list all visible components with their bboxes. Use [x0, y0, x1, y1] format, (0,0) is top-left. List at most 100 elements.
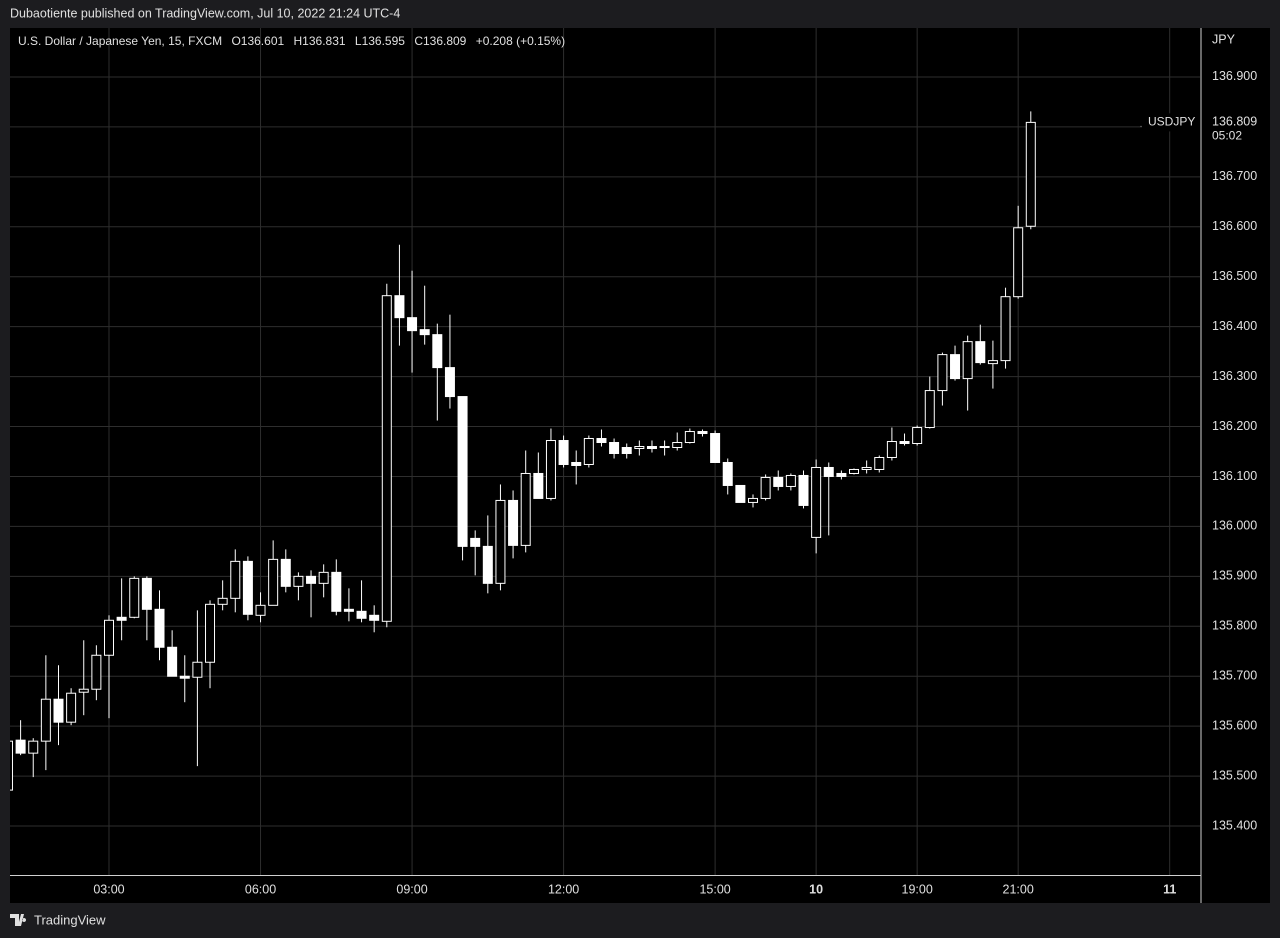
candle-body-up — [520, 472, 531, 546]
candle-body-up — [785, 474, 796, 487]
currency-label: JPY — [1212, 32, 1236, 46]
y-tick-label: 136.500 — [1212, 269, 1257, 283]
candle-body-down — [697, 431, 708, 435]
legend-open: O136.601 — [231, 34, 284, 48]
candle-body-up — [495, 499, 506, 584]
candle-body-down — [558, 440, 569, 465]
candle-body-up — [255, 604, 266, 616]
candle-body-up — [760, 476, 771, 499]
candle-body-up — [230, 560, 241, 599]
candle-body-down — [722, 461, 733, 486]
last-price-label: 136.809 — [1212, 115, 1257, 129]
candle-body-up — [583, 438, 594, 465]
candle-body-down — [394, 295, 405, 319]
candle-body-up — [192, 661, 203, 678]
candle-body-down — [470, 537, 481, 547]
candle-body-down — [419, 329, 430, 336]
labels: 135.400 135.500 135.600 135.700 135.800 135.9… — [93, 69, 1269, 896]
y-tick-label: 136.900 — [1212, 69, 1257, 83]
candle-body-up — [318, 571, 329, 584]
candle-body-down — [280, 558, 291, 587]
candles — [10, 111, 1036, 791]
y-tick-label: 135.800 — [1212, 619, 1257, 633]
last-price-tag — [1142, 113, 1200, 132]
candle-body-up — [381, 295, 392, 622]
candle-body-down — [242, 560, 253, 615]
legend-close: C136.809 — [414, 34, 466, 48]
candle-body-up — [129, 577, 140, 618]
candle-body-up — [912, 427, 923, 445]
candle-body-up — [849, 468, 860, 474]
candle-body-down — [823, 466, 834, 477]
candle-body-down — [306, 575, 317, 584]
candle-body-up — [66, 692, 77, 723]
y-tick-label: 135.700 — [1212, 669, 1257, 683]
candle-body-up — [217, 597, 228, 605]
candle-body-up — [937, 354, 948, 392]
x-tick-label: 19:00 — [902, 882, 933, 896]
legend-low: L136.595 — [355, 34, 405, 48]
candle-body-up — [28, 740, 39, 754]
y-tick-label: 136.100 — [1212, 469, 1257, 483]
candle-body-down — [533, 472, 544, 499]
tradingview-logo: TradingView — [10, 912, 106, 927]
candle-body-down — [167, 646, 178, 677]
candle-body-up — [40, 698, 51, 742]
candle-body-down — [407, 317, 418, 332]
candle-body-up — [962, 341, 973, 380]
candle-body-up — [1025, 121, 1036, 227]
x-tick-label: 09:00 — [396, 882, 427, 896]
legend-change: +0.208 (+0.15%) — [476, 34, 565, 48]
candle-body-up — [293, 575, 304, 587]
y-tick-label: 135.500 — [1212, 768, 1257, 782]
x-tick-label: 10 — [809, 882, 823, 896]
candle-body-down — [369, 614, 380, 621]
candle-body-down — [154, 608, 165, 648]
x-tick-label: 03:00 — [93, 882, 124, 896]
candle-body-down — [53, 698, 64, 723]
candle-body-down — [735, 484, 746, 503]
x-tick-label: 12:00 — [548, 882, 579, 896]
candle-body-down — [609, 442, 620, 454]
candle-body-down — [116, 616, 127, 621]
x-tick-label: 11 — [1163, 882, 1176, 896]
legend-line[interactable]: U.S. Dollar / Japanese Yen, 15, FXCM O13… — [18, 34, 565, 48]
legend-high: H136.831 — [294, 34, 346, 48]
candle-body-down — [571, 461, 582, 466]
candle-body-up — [672, 442, 683, 449]
candle-body-up — [268, 558, 279, 606]
candle-body-down — [15, 739, 26, 754]
candle-body-down — [621, 447, 632, 454]
y-tick-label: 136.700 — [1212, 169, 1257, 183]
x-tick-label: 15:00 — [699, 882, 730, 896]
y-tick-label: 135.600 — [1212, 718, 1257, 732]
candle-body-up — [634, 446, 645, 450]
candle-body-down — [798, 474, 809, 506]
candle-body-up — [78, 688, 89, 693]
countdown: 05:02 — [1212, 129, 1242, 143]
candle-body-down — [179, 675, 190, 679]
candle-body-up — [747, 497, 758, 503]
candle-body-up — [659, 446, 670, 449]
candle-body-down — [975, 341, 986, 364]
y-tick-label: 136.600 — [1212, 219, 1257, 233]
candle-body-down — [141, 577, 152, 610]
x-tick-label: 21:00 — [1003, 882, 1034, 896]
candle-body-down — [508, 499, 519, 546]
last-price-symbol: USDJPY — [1148, 115, 1195, 129]
candle-body-up — [861, 466, 872, 470]
candle-body-down — [773, 476, 784, 487]
y-tick-label: 136.000 — [1212, 519, 1257, 533]
candle-body-up — [10, 740, 13, 791]
candle-body-up — [684, 431, 695, 444]
candle-body-down — [482, 545, 493, 584]
candle-body-up — [1000, 296, 1011, 362]
candle-body-down — [899, 441, 910, 445]
x-tick-label: 06:00 — [245, 882, 276, 896]
candle-body-down — [343, 608, 354, 612]
chart-background — [10, 28, 1270, 903]
candle-body-down — [950, 354, 961, 380]
candle-body-down — [444, 367, 455, 398]
